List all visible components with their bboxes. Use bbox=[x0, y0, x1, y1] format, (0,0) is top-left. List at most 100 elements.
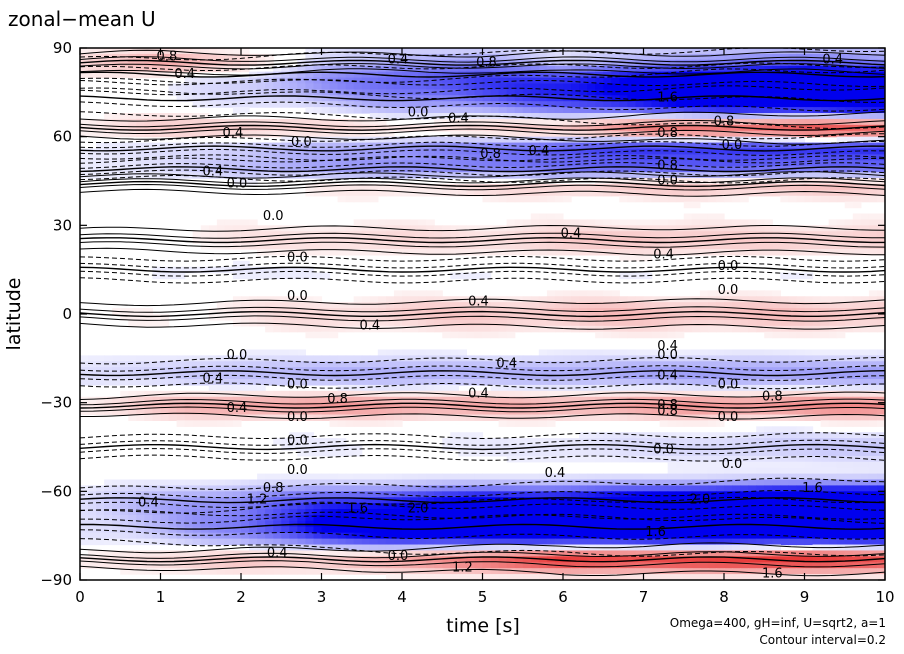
field-cell bbox=[257, 396, 266, 404]
field-cell bbox=[96, 154, 105, 161]
field-cell bbox=[410, 373, 419, 380]
field-cell bbox=[104, 355, 113, 362]
field-cell bbox=[265, 367, 274, 374]
field-cell bbox=[748, 296, 757, 303]
field-cell bbox=[482, 130, 492, 138]
field-cell bbox=[192, 65, 202, 73]
field-cell bbox=[651, 325, 661, 333]
field-cell bbox=[740, 402, 749, 410]
field-cell bbox=[337, 89, 347, 96]
field-cell bbox=[812, 432, 822, 439]
field-cell bbox=[707, 124, 717, 132]
field-cell bbox=[691, 467, 701, 475]
field-cell bbox=[724, 243, 733, 250]
field-cell bbox=[345, 225, 355, 232]
field-cell bbox=[184, 89, 194, 96]
field-cell bbox=[426, 136, 435, 144]
field-cell bbox=[587, 142, 596, 150]
field-cell bbox=[466, 231, 476, 238]
field-cell bbox=[571, 231, 580, 238]
field-cell bbox=[627, 195, 637, 203]
field-cell bbox=[402, 53, 411, 61]
field-cell bbox=[836, 101, 846, 108]
field-cell bbox=[305, 390, 315, 398]
field-cell bbox=[522, 243, 532, 250]
field-cell bbox=[707, 142, 717, 150]
field-cell bbox=[232, 101, 242, 108]
field-cell bbox=[498, 438, 508, 445]
field-cell bbox=[740, 379, 749, 386]
field-cell bbox=[257, 402, 266, 410]
field-cell bbox=[434, 53, 443, 61]
field-cell bbox=[611, 178, 620, 185]
field-cell bbox=[812, 225, 822, 232]
field-cell bbox=[385, 420, 395, 427]
field-cell bbox=[490, 154, 500, 161]
field-cell bbox=[281, 77, 290, 85]
field-cell bbox=[393, 89, 403, 96]
field-cell bbox=[571, 166, 580, 173]
field-cell bbox=[724, 219, 733, 226]
field-cell bbox=[530, 361, 540, 368]
field-cell bbox=[707, 48, 717, 55]
field-cell bbox=[659, 136, 669, 144]
field-cell bbox=[192, 160, 202, 167]
field-cell bbox=[297, 390, 306, 398]
field-cell bbox=[104, 118, 113, 126]
field-cell bbox=[804, 349, 814, 356]
field-cell bbox=[699, 432, 709, 439]
field-cell bbox=[691, 438, 701, 445]
field-cell bbox=[836, 331, 846, 339]
field-cell bbox=[611, 473, 620, 481]
field-cell bbox=[860, 243, 870, 250]
field-cell bbox=[426, 402, 435, 410]
field-cell bbox=[249, 101, 258, 108]
field-cell bbox=[836, 379, 846, 386]
field-cell bbox=[514, 142, 524, 150]
field-cell bbox=[498, 379, 508, 386]
field-cell bbox=[683, 438, 693, 445]
field-cell bbox=[691, 231, 701, 238]
field-cell bbox=[732, 95, 741, 102]
field-cell bbox=[554, 349, 564, 356]
field-cell bbox=[281, 314, 290, 321]
field-cell bbox=[281, 355, 290, 362]
field-cell bbox=[852, 361, 862, 368]
field-cell bbox=[699, 390, 709, 398]
field-cell bbox=[868, 349, 878, 356]
field-cell bbox=[571, 219, 580, 226]
field-cell bbox=[257, 473, 266, 481]
field-cell bbox=[563, 189, 572, 197]
field-cell bbox=[732, 243, 741, 250]
field-cell bbox=[820, 172, 830, 179]
field-cell bbox=[345, 195, 355, 203]
field-cell bbox=[707, 154, 717, 161]
field-cell bbox=[691, 319, 701, 327]
field-cell bbox=[426, 373, 435, 380]
field-cell bbox=[796, 172, 806, 179]
field-cell bbox=[611, 414, 620, 421]
field-cell bbox=[836, 89, 846, 96]
field-cell bbox=[571, 290, 580, 297]
field-cell bbox=[128, 314, 137, 321]
field-cell bbox=[466, 248, 476, 256]
field-cell bbox=[442, 414, 451, 421]
field-cell bbox=[563, 83, 572, 90]
field-cell bbox=[788, 319, 798, 327]
field-cell bbox=[498, 402, 508, 410]
field-cell bbox=[514, 308, 524, 315]
field-cell bbox=[836, 325, 846, 333]
field-cell bbox=[506, 355, 516, 362]
field-cell bbox=[514, 225, 524, 232]
field-cell bbox=[595, 189, 604, 197]
field-cell bbox=[530, 65, 540, 73]
field-cell bbox=[724, 402, 733, 410]
field-cell bbox=[675, 361, 685, 368]
field-cell bbox=[289, 479, 298, 487]
field-cell bbox=[538, 231, 548, 238]
field-cell bbox=[321, 142, 331, 150]
field-cell bbox=[780, 355, 789, 362]
field-cell bbox=[192, 113, 202, 120]
field-cell bbox=[112, 408, 121, 416]
field-cell bbox=[554, 59, 564, 67]
